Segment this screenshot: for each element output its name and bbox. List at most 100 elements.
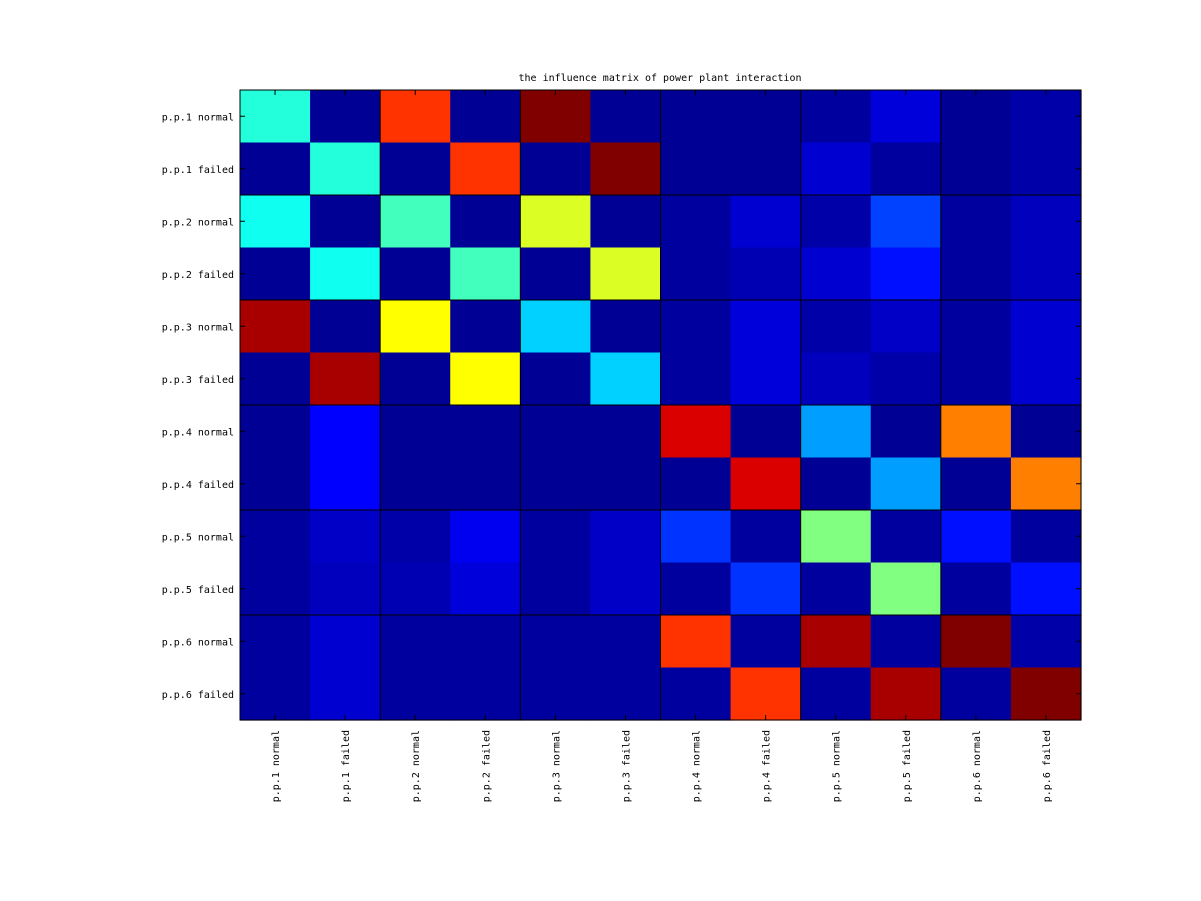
heatmap-cell <box>310 195 381 249</box>
heatmap-cell <box>660 247 732 301</box>
heatmap-cell <box>590 615 662 669</box>
x-tick-label: p.p.5 failed <box>902 730 913 802</box>
heatmap-cell <box>800 405 872 459</box>
heatmap-cell <box>1010 510 1082 564</box>
x-tick-label: p.p.6 failed <box>1042 730 1053 802</box>
heatmap-cell <box>380 405 451 459</box>
heatmap-cell <box>940 195 1012 249</box>
heatmap-cell <box>870 405 942 459</box>
heatmap-cell <box>800 300 872 354</box>
heatmap-cell <box>310 405 381 459</box>
heatmap-cell <box>310 90 381 144</box>
heatmap-cell <box>240 142 311 196</box>
heatmap-cell <box>590 667 662 721</box>
x-tick-label: p.p.4 failed <box>762 730 773 802</box>
heatmap-cell <box>450 510 521 564</box>
heatmap-cell <box>1010 352 1082 406</box>
heatmap-cell <box>590 352 662 406</box>
y-tick-label: p.p.2 failed <box>162 270 234 281</box>
heatmap-cell <box>1010 562 1082 616</box>
heatmap-cell <box>590 90 662 144</box>
heatmap-cell <box>520 510 592 564</box>
heatmap-cell <box>800 667 872 721</box>
y-tick-label: p.p.3 failed <box>162 375 234 386</box>
heatmap-cell <box>520 667 592 721</box>
heatmap-cell <box>730 405 802 459</box>
x-tick-label: p.p.1 failed <box>341 730 352 802</box>
heatmap-cell <box>1010 90 1082 144</box>
heatmap-cell <box>240 562 311 616</box>
heatmap-cell <box>730 667 802 721</box>
heatmap-cell <box>800 510 872 564</box>
heatmap-cell <box>450 405 521 459</box>
heatmap-cell <box>660 300 732 354</box>
heatmap-cell <box>450 352 521 406</box>
heatmap-cell <box>310 667 381 721</box>
heatmap-cell <box>730 247 802 301</box>
heatmap-cell <box>240 457 311 511</box>
heatmap-cell <box>1010 405 1082 459</box>
heatmap-cell <box>240 510 311 564</box>
heatmap-cell <box>800 615 872 669</box>
heatmap-cell <box>520 562 592 616</box>
x-tick-label: p.p.1 normal <box>271 730 282 802</box>
heatmap-cell <box>590 510 662 564</box>
heatmap-cell <box>940 352 1012 406</box>
heatmap-cell <box>1010 195 1082 249</box>
heatmap-cell <box>870 300 942 354</box>
heatmap-cell <box>870 352 942 406</box>
heatmap-cell <box>1010 457 1082 511</box>
heatmap-cell <box>240 300 311 354</box>
heatmap-cell <box>520 457 592 511</box>
heatmap-cell <box>450 615 521 669</box>
x-tick-label: p.p.5 normal <box>832 730 843 802</box>
heatmap-cell <box>240 90 311 144</box>
heatmap-cell <box>660 405 732 459</box>
heatmap-cell <box>520 195 592 249</box>
heatmap-cell <box>590 247 662 301</box>
heatmap-cell <box>310 142 381 196</box>
heatmap-cell <box>870 195 942 249</box>
plot-frame <box>239 89 1082 721</box>
heatmap-cell <box>660 510 732 564</box>
heatmap-cell <box>800 457 872 511</box>
heatmap-cell <box>660 142 732 196</box>
heatmap-cell <box>730 300 802 354</box>
heatmap-cell <box>380 142 451 196</box>
heatmap-cell <box>590 457 662 511</box>
heatmap-cell <box>380 247 451 301</box>
x-tick-label: p.p.2 normal <box>411 730 422 802</box>
heatmap-cell <box>800 352 872 406</box>
heatmap-cell <box>240 615 311 669</box>
heatmap-cell <box>870 247 942 301</box>
heatmap-cell <box>660 457 732 511</box>
y-tick-label: p.p.5 normal <box>162 532 234 543</box>
heatmap-cell <box>1010 300 1082 354</box>
heatmap-cell <box>660 90 732 144</box>
heatmap-cell <box>380 300 451 354</box>
heatmap-cell <box>520 247 592 301</box>
heatmap-cell <box>520 300 592 354</box>
heatmap-cell <box>380 615 451 669</box>
heatmap-cell <box>1010 615 1082 669</box>
heatmap-cell <box>310 615 381 669</box>
heatmap-cell <box>450 667 521 721</box>
y-tick-label: p.p.6 failed <box>162 690 234 701</box>
heatmap-cell <box>520 615 592 669</box>
heatmap-cell <box>590 142 662 196</box>
heatmap-cell <box>310 352 381 406</box>
x-tick-label: p.p.4 normal <box>692 730 703 802</box>
heatmap-cell <box>520 90 592 144</box>
heatmap-cell <box>940 457 1012 511</box>
heatmap-cell <box>450 562 521 616</box>
heatmap-cell <box>380 562 451 616</box>
heatmap-cell <box>660 615 732 669</box>
heatmap-cell <box>940 615 1012 669</box>
heatmap-cell <box>450 195 521 249</box>
heatmap-cell <box>380 457 451 511</box>
heatmap-cell <box>730 562 802 616</box>
heatmap-cell <box>450 142 521 196</box>
heatmap-cell <box>450 300 521 354</box>
heatmap-cell <box>450 247 521 301</box>
